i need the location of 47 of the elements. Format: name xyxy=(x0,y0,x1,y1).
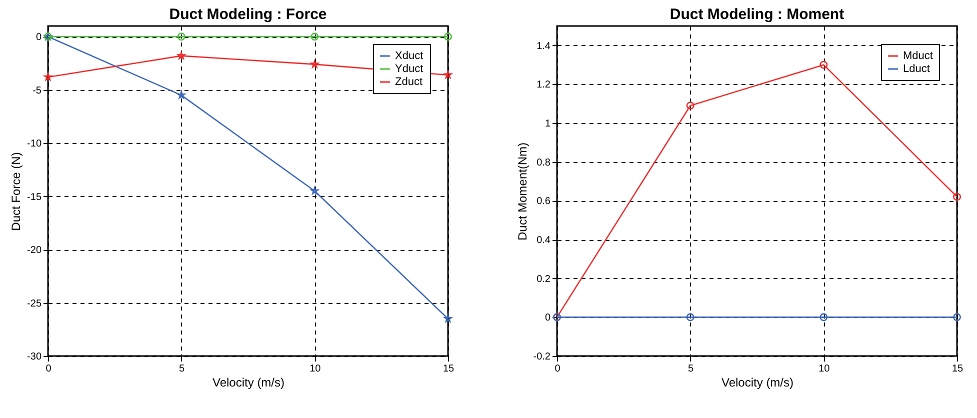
point xyxy=(177,52,186,60)
y-tick-label: -30 xyxy=(27,352,42,362)
x-tick-label: 15 xyxy=(442,364,454,374)
chart-title: Duct Modeling : Force xyxy=(169,6,327,23)
x-tick-label: 10 xyxy=(310,364,322,374)
y-tick-label: 1.4 xyxy=(536,40,551,52)
point xyxy=(952,313,962,322)
legend-label: Mduct xyxy=(903,50,933,62)
y-tick-label: -5 xyxy=(32,85,42,96)
y-tick-label: 0.8 xyxy=(536,157,551,168)
y-tick-label: 1.2 xyxy=(536,80,551,91)
point xyxy=(686,313,694,322)
y-tick-label: 1 xyxy=(544,118,551,130)
x-tick-label: 10 xyxy=(818,364,830,374)
y-tick-label: -10 xyxy=(27,138,42,150)
point xyxy=(686,102,694,110)
point xyxy=(820,313,828,322)
point xyxy=(820,60,828,69)
x-tick-label: 5 xyxy=(179,364,186,374)
y-axis-title: Duct Moment(Nm) xyxy=(515,142,530,241)
point xyxy=(310,32,319,41)
chart-title: Duct Modeling : Moment xyxy=(670,6,844,23)
y-tick-label: -0.2 xyxy=(533,352,551,362)
x-tick-label: 0 xyxy=(554,364,561,374)
point xyxy=(952,192,962,201)
x-tick-label: 0 xyxy=(46,364,52,374)
point xyxy=(310,186,319,194)
y-tick-label: -20 xyxy=(27,245,42,256)
y-tick-label: 0.4 xyxy=(536,235,551,246)
x-axis-title: Velocity (m/s) xyxy=(212,376,285,390)
x-tick-label: 5 xyxy=(688,364,694,374)
point xyxy=(177,32,186,41)
point xyxy=(444,32,452,41)
y-tick-label: -15 xyxy=(27,192,42,203)
x-tick-label: 15 xyxy=(952,364,964,374)
y-tick-label: 0.6 xyxy=(536,196,551,208)
y-tick-label: 0 xyxy=(36,32,42,44)
legend-label: Yduct xyxy=(395,63,424,75)
legend-label: Xduct xyxy=(395,50,424,62)
y-tick-label: -25 xyxy=(27,298,42,310)
y-tick-label: 0 xyxy=(544,312,551,324)
legend-label: Zduct xyxy=(395,76,423,88)
y-tick-label: 0.2 xyxy=(536,274,551,285)
legend-label: Lduct xyxy=(903,63,930,75)
point xyxy=(310,60,319,68)
x-axis-title: Velocity (m/s) xyxy=(721,376,794,390)
y-axis-title: Duct Force (N) xyxy=(9,152,24,231)
